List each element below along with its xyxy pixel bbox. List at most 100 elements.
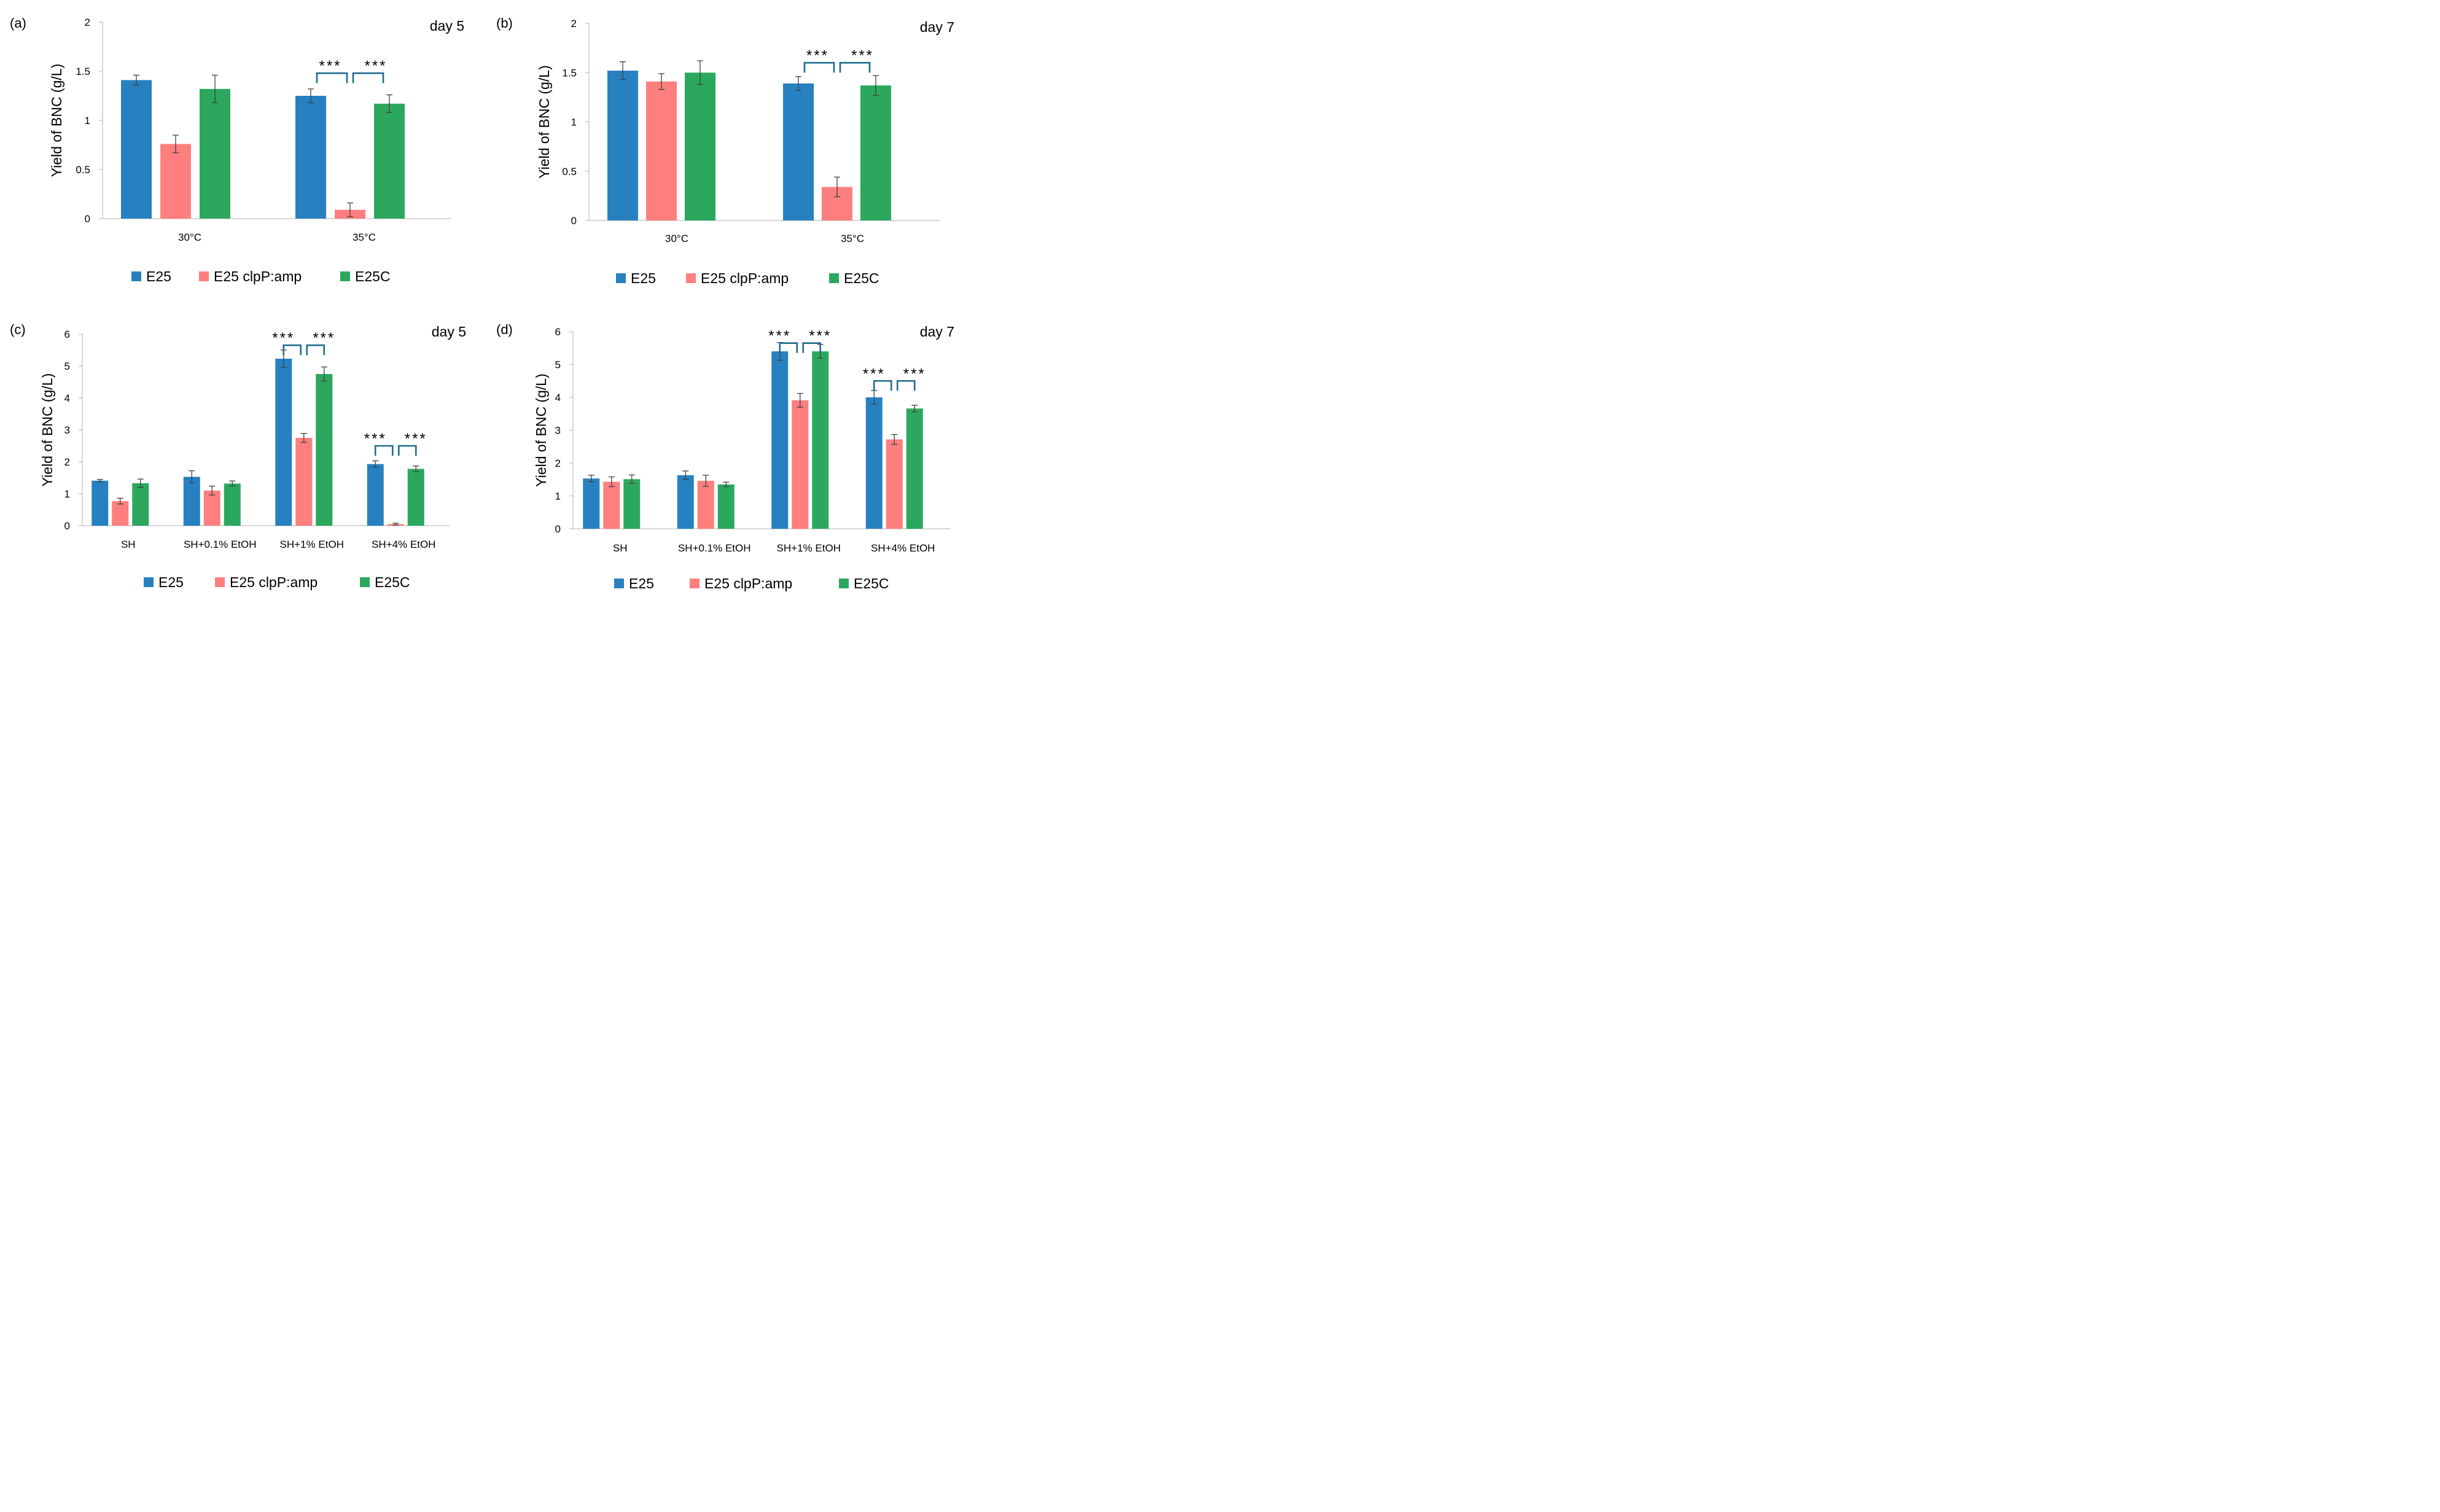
legend-swatch: [614, 579, 624, 588]
significance-bracket: [803, 61, 835, 73]
y-tick-label: 2: [571, 18, 577, 29]
y-axis-label: Yield of BNC (g/L): [49, 64, 64, 177]
bar-e25: [275, 359, 292, 526]
bar-e25: [583, 478, 600, 529]
bar-e25-clpp-amp: [603, 481, 620, 529]
panel-d: (d) day 7 Yield of BNC (g/L) 0 1 2 3 4 5 6 SH SH+0.…: [480, 297, 959, 594]
x-tick-label: SH+0.1% EtOH: [678, 542, 751, 554]
significance-stars: ***: [851, 47, 874, 64]
significance-stars: ***: [364, 431, 387, 447]
significance-stars: ***: [272, 330, 295, 346]
bar-e25-clpp-amp: [112, 501, 129, 526]
y-tick-label: 0.5: [562, 166, 577, 177]
legend-swatch: [686, 273, 696, 283]
significance-bracket: [873, 380, 892, 391]
bar-e25: [183, 477, 200, 526]
significance-bracket: [896, 380, 916, 391]
bar-e25c: [717, 484, 735, 529]
bar-e25c: [374, 103, 405, 219]
legend-label: E25: [158, 574, 184, 590]
bar-e25: [295, 96, 326, 219]
significance-bracket: [802, 342, 822, 353]
bar-e25: [771, 351, 789, 529]
bar-e25-clpp-amp: [203, 490, 220, 526]
panel-a: (a) day 5 Yield of BNC (g/L) 0 0.5 1 1.5 2 30°C 3…: [0, 0, 480, 297]
bar-e25-clpp-amp: [295, 438, 313, 526]
significance-stars: ***: [806, 47, 829, 64]
bar-e25c: [812, 351, 829, 529]
legend-label: E25C: [355, 268, 391, 284]
significance-bracket: [397, 445, 417, 456]
significance-bracket: [779, 342, 798, 353]
y-axis-label: Yield of BNC (g/L): [533, 373, 549, 487]
significance-stars: ***: [809, 328, 832, 345]
bar-e25: [92, 480, 109, 526]
significance-bracket: [306, 344, 325, 356]
chart-c: (c) day 5 Yield of BNC (g/L) 0 1 2 3 4 5 6 SH SH+0.…: [10, 322, 466, 590]
y-tick-label: 5: [555, 359, 561, 371]
bar-e25: [783, 83, 814, 220]
legend-swatch: [340, 271, 350, 281]
y-tick-label: 1: [64, 488, 70, 500]
bar-e25c: [623, 479, 641, 529]
bar-e25c: [132, 483, 149, 526]
bar-e25c: [407, 469, 424, 526]
bar-e25-clpp-amp: [646, 81, 677, 220]
significance-stars: ***: [405, 431, 427, 447]
legend-swatch: [144, 577, 154, 587]
y-tick-label: 2: [555, 458, 561, 469]
y-tick-label: 0.5: [76, 164, 90, 176]
x-tick-label: 35°C: [353, 232, 376, 243]
legend-swatch: [839, 579, 849, 588]
y-tick-label: 0: [555, 523, 561, 535]
significance-bracket: [839, 61, 871, 73]
legend-label: E25: [629, 575, 654, 591]
y-tick-label: 5: [64, 360, 70, 372]
significance-stars: ***: [364, 58, 387, 74]
significance-stars: ***: [313, 330, 335, 346]
legend-label: E25C: [854, 575, 889, 591]
bar-e25: [367, 464, 384, 526]
x-tick-label: SH+4% EtOH: [372, 539, 435, 550]
y-tick-label: 2: [64, 456, 70, 468]
y-axis-label: Yield of BNC (g/L): [39, 373, 55, 487]
y-tick-label: 1: [571, 117, 577, 128]
panel-label: (c): [10, 322, 26, 337]
bar-e25c: [860, 85, 891, 220]
legend-swatch: [690, 579, 700, 588]
y-tick-label: 1: [85, 115, 90, 127]
day-label: day 5: [430, 18, 464, 34]
y-axis-label: Yield of BNC (g/L): [536, 65, 552, 179]
legend-swatch: [199, 271, 209, 281]
panel-label: (b): [496, 15, 513, 31]
bar-e25: [607, 71, 638, 220]
significance-stars: ***: [903, 365, 926, 382]
x-tick-label: SH+1% EtOH: [280, 539, 344, 550]
x-tick-label: 30°C: [665, 233, 688, 244]
significance-stars: ***: [768, 328, 791, 345]
significance-bracket: [352, 72, 384, 84]
y-tick-label: 2: [85, 17, 90, 28]
significance-stars: ***: [319, 58, 341, 74]
bar-e25-clpp-amp: [792, 400, 809, 529]
legend-swatch: [829, 273, 839, 283]
x-tick-label: SH+1% EtOH: [777, 542, 841, 554]
bar-e25-clpp-amp: [160, 144, 191, 219]
chart-a: (a) day 5 Yield of BNC (g/L) 0 0.5 1 1.5 2 30°C 3…: [10, 15, 464, 284]
y-tick-label: 3: [555, 425, 561, 437]
y-tick-label: 4: [555, 392, 561, 403]
y-tick-label: 0: [64, 520, 70, 532]
significance-bracket: [316, 72, 348, 84]
legend-swatch: [616, 273, 626, 283]
bar-e25-clpp-amp: [886, 439, 903, 529]
panel-b: (b) day 7 Yield of BNC (g/L) 0 0.5 1 1.5 2 30°C 3…: [480, 0, 959, 297]
panel-label: (a): [10, 15, 26, 31]
x-tick-label: SH+4% EtOH: [871, 542, 935, 554]
chart-d: (d) day 7 Yield of BNC (g/L) 0 1 2 3 4 5 6 SH SH+0.…: [496, 322, 954, 591]
bar-e25c: [200, 88, 230, 219]
legend-label: E25C: [375, 574, 410, 590]
bar-e25c: [906, 408, 923, 529]
y-tick-label: 3: [64, 424, 70, 436]
bar-e25c: [685, 72, 715, 220]
bar-e25: [677, 475, 694, 529]
